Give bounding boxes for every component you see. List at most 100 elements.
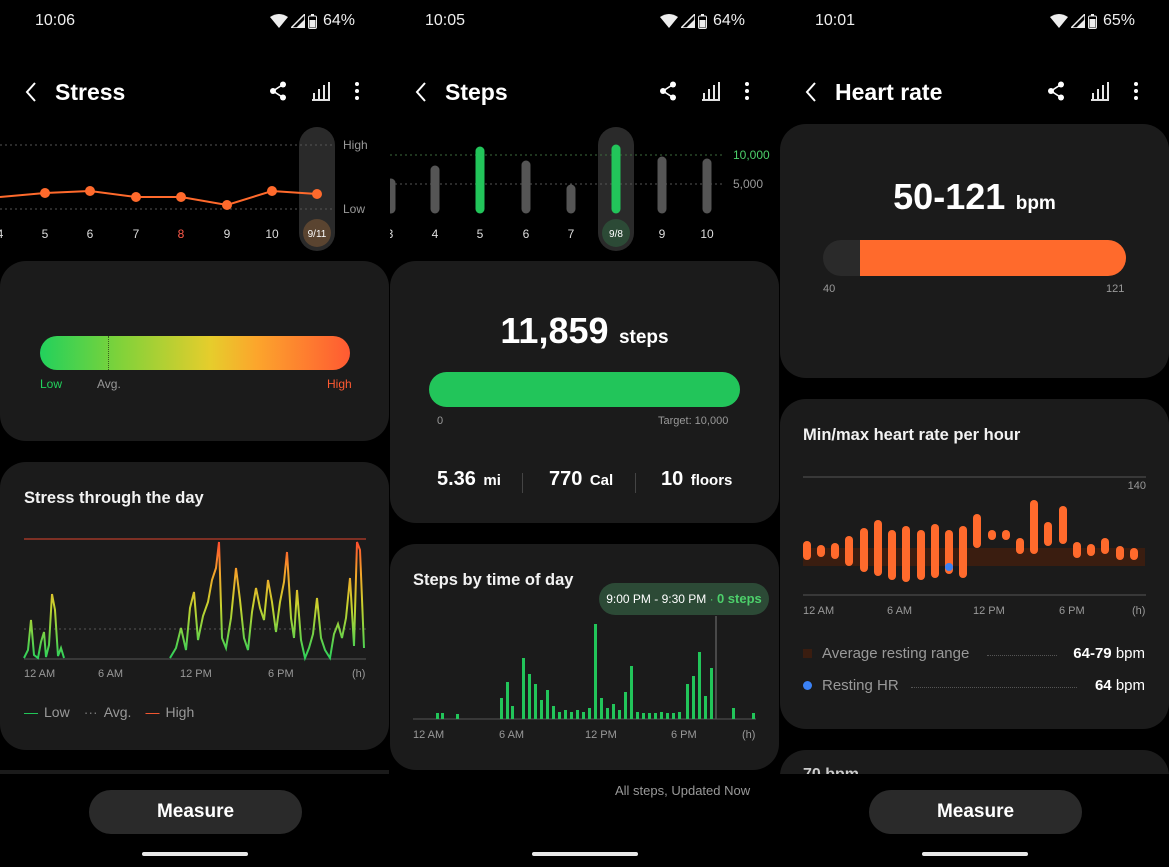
share-icon[interactable] <box>269 81 287 101</box>
tooltip-value: 0 steps <box>716 591 762 606</box>
bar-avg-label: Avg. <box>97 377 121 391</box>
steps-total: 11,859 steps <box>390 310 779 352</box>
page-title: Stress <box>55 79 126 105</box>
more-options-icon[interactable] <box>354 81 360 101</box>
time-tick: (h) <box>352 668 365 680</box>
chart-icon[interactable] <box>312 81 330 101</box>
hourly-heart-chart[interactable]: 140 <box>780 470 1169 622</box>
time-tick: 6 AM <box>499 729 524 741</box>
wifi-icon <box>269 14 288 28</box>
day-tick: 4 <box>432 227 439 241</box>
floors-value: 10 <box>661 468 684 490</box>
day-tick: 6 <box>523 227 530 241</box>
signal-icon <box>1070 14 1085 28</box>
day-tick: 5 <box>477 227 484 241</box>
steps-footer: All steps, Updated Now <box>615 783 751 798</box>
back-arrow-icon[interactable] <box>804 81 818 103</box>
chart-icon[interactable] <box>702 81 720 101</box>
avg-resting-row: Average resting range 64-79 bpm <box>803 644 1145 664</box>
avg-resting-unit: bpm <box>1115 645 1145 662</box>
day-point[interactable] <box>312 189 322 199</box>
share-icon[interactable] <box>1047 81 1065 101</box>
time-tick: 12 AM <box>803 605 834 617</box>
steps-screen: 10:05 64% Steps 9/8 3 <box>390 0 779 867</box>
heart-range-fill <box>860 240 1126 276</box>
legend-avg: Avg. <box>103 704 132 720</box>
time-tick: 6 PM <box>671 729 697 741</box>
day-tick: 4 <box>0 227 4 241</box>
avg-resting-value: 64-79 <box>1073 645 1112 662</box>
status-bar: 10:01 65% <box>780 12 1169 34</box>
home-indicator[interactable] <box>142 852 248 856</box>
more-options-icon[interactable] <box>1133 81 1139 101</box>
weekly-steps-chart[interactable]: 9/8 3 4 5 6 7 9 10 10,000 5,000 <box>390 125 779 255</box>
day-tick: 10 <box>700 227 714 241</box>
selected-day-badge[interactable] <box>303 219 331 247</box>
day-tick: 9 <box>224 227 231 241</box>
stress-gradient-bar <box>40 336 350 370</box>
app-bar: Heart rate <box>780 72 1169 112</box>
day-point[interactable] <box>176 192 186 202</box>
stress-screen: 10:06 64% Stress 9/11 4 <box>0 0 389 867</box>
heart-range-value: 50-121 <box>893 176 1006 217</box>
card-title: Min/max heart rate per hour <box>803 426 1021 444</box>
stress-day-chart[interactable]: 12 AM 6 AM 12 PM 6 PM (h) <box>0 530 389 690</box>
day-tick: 7 <box>568 227 575 241</box>
day-tick: 10 <box>265 227 279 241</box>
weekly-stress-chart[interactable]: 9/11 4 5 6 7 8 9 10 High Low <box>0 125 389 255</box>
status-time: 10:05 <box>425 12 466 29</box>
level-high-label: High <box>343 138 368 152</box>
wifi-icon <box>659 14 678 28</box>
day-point[interactable] <box>40 188 50 198</box>
resting-hr-point[interactable] <box>945 563 953 571</box>
day-point[interactable] <box>222 200 232 210</box>
battery-icon <box>697 13 707 29</box>
status-time: 10:01 <box>815 12 856 29</box>
bar-low-label: Low <box>40 377 63 391</box>
tooltip-range: 9:00 PM - 9:30 PM <box>606 592 707 606</box>
selected-day-badge[interactable] <box>602 219 630 247</box>
back-arrow-icon[interactable] <box>24 81 38 103</box>
tooltip-separator: · <box>709 592 714 606</box>
day-point[interactable] <box>131 192 141 202</box>
day-tick: 3 <box>390 227 394 241</box>
selected-day-label: 9/11 <box>308 229 327 240</box>
battery-percent: 64% <box>712 12 745 29</box>
steps-count: 11,859 <box>500 310 609 351</box>
steps-time-chart[interactable]: 12 AM 6 AM 12 PM 6 PM (h) <box>390 612 779 747</box>
day-point[interactable] <box>85 186 95 196</box>
more-options-icon[interactable] <box>744 81 750 101</box>
range-max-label: 121 <box>1106 283 1125 295</box>
time-tick: (h) <box>742 729 755 741</box>
back-arrow-icon[interactable] <box>414 81 428 103</box>
stress-legend: — Low ··· Avg. — High <box>24 704 195 720</box>
home-indicator[interactable] <box>922 852 1028 856</box>
legend-high: High <box>165 704 195 720</box>
divider <box>635 473 636 493</box>
target-label: Target: 10,000 <box>658 415 729 427</box>
time-tick: (h) <box>1132 605 1145 617</box>
time-tick: 12 AM <box>24 668 55 680</box>
measure-button[interactable]: Measure <box>89 790 302 834</box>
time-tick: 6 PM <box>268 668 294 680</box>
distance-value: 5.36 <box>437 468 476 490</box>
home-indicator[interactable] <box>532 852 638 856</box>
steps-stats: 5.36 mi 770 Cal 10 floors <box>390 468 779 496</box>
status-bar: 10:05 64% <box>390 12 779 34</box>
resting-hr-swatch <box>803 681 812 690</box>
measure-button[interactable]: Measure <box>869 790 1082 834</box>
day-tick: 5 <box>42 227 49 241</box>
share-icon[interactable] <box>659 81 677 101</box>
day-tick-sunday: 8 <box>178 227 185 241</box>
heart-rate-screen: 10:01 65% Heart rate 50-121 bpm 40 121 M… <box>780 0 1169 867</box>
battery-percent: 65% <box>1102 12 1135 29</box>
battery-percent: 64% <box>322 12 355 29</box>
signal-icon <box>290 14 305 28</box>
card-peek <box>0 770 389 774</box>
floors-unit: floors <box>690 472 733 489</box>
status-bar: 10:06 64% <box>0 12 389 34</box>
day-point[interactable] <box>267 186 277 196</box>
heart-range: 50-121 bpm <box>780 176 1169 218</box>
chart-icon[interactable] <box>1091 81 1109 101</box>
level-low-label: Low <box>343 202 365 216</box>
